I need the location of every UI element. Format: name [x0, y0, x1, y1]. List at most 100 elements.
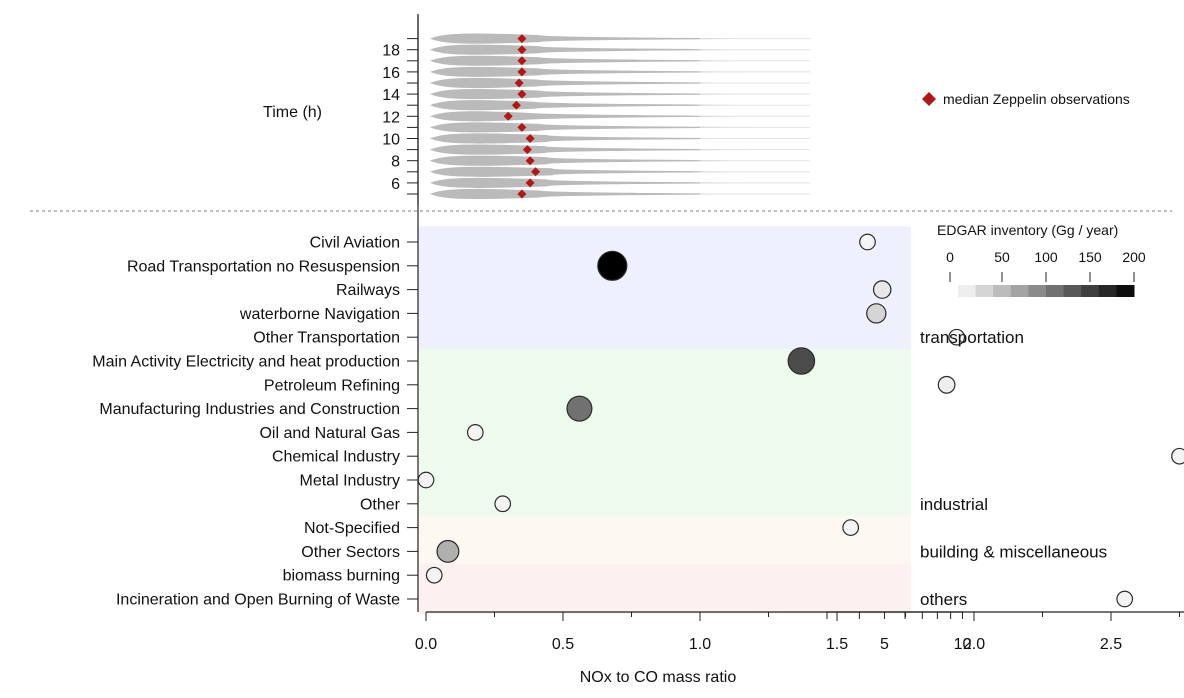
violin [430, 89, 760, 100]
group-band [418, 515, 911, 564]
sector-point [417, 471, 435, 489]
sector-label: Metal Industry [300, 473, 400, 490]
median-marker [517, 34, 527, 44]
sector-point [1116, 590, 1134, 608]
points [417, 34, 1184, 608]
colorbar-segment [1010, 285, 1029, 297]
x-tick-label: 0.0 [415, 636, 437, 653]
colorbar-tick-label: 150 [1078, 249, 1102, 265]
median-marker [517, 89, 527, 99]
median-marker [514, 78, 524, 88]
sector-label: Not-Specified [304, 520, 400, 537]
colorbar-segment [1081, 285, 1100, 297]
group-band [418, 563, 911, 614]
sector-point [787, 347, 816, 375]
violin [430, 177, 760, 188]
x-tick-label: 1.5 [826, 636, 848, 653]
sector-point [466, 424, 484, 441]
violin [430, 100, 760, 111]
sector-label: biomass burning [283, 568, 400, 585]
colorbar-segment [1046, 285, 1065, 297]
colorbar-segment [1063, 285, 1082, 297]
legend-label: median Zeppelin observations [943, 91, 1130, 107]
group-bands [418, 226, 911, 614]
sector-point [425, 566, 443, 584]
group-label: building & miscellaneous [920, 542, 1107, 561]
violins [430, 33, 810, 200]
violin [430, 133, 760, 144]
colorbar-tick-label: 50 [994, 249, 1010, 265]
colorbar-tick-label: 200 [1122, 249, 1146, 265]
violin [430, 44, 760, 55]
colorbar-segment [1098, 285, 1117, 297]
sector-point [937, 375, 956, 394]
median-marker [525, 156, 535, 166]
group-label: transportation [920, 328, 1024, 347]
sector-point [566, 395, 593, 422]
time-tick-label: 14 [382, 87, 400, 104]
violin [430, 155, 760, 166]
sector-label: Chemical Industry [272, 449, 400, 466]
sector-label: Manufacturing Industries and Constructio… [99, 401, 400, 418]
colorbar-tick-label: 0 [946, 249, 954, 265]
sector-point [872, 280, 892, 299]
colorbar-segment [958, 285, 977, 297]
median-marker [525, 134, 535, 143]
legend-diamond-icon [922, 92, 936, 106]
sector-point [436, 539, 460, 563]
violin [430, 77, 760, 89]
sector-label: Other Sectors [301, 544, 400, 561]
x-tick-label: 0.5 [552, 636, 574, 653]
violin [430, 55, 760, 66]
colorbar-tick-label: 100 [1034, 249, 1058, 265]
group-band [418, 226, 911, 350]
median-marker [517, 122, 527, 132]
sector-point [597, 250, 628, 281]
colorbar-segment [1116, 285, 1135, 297]
sector-label: Civil Aviation [310, 235, 400, 252]
colorbar-segment [993, 285, 1012, 297]
labels: transportation industrial building & misce… [92, 43, 1122, 653]
sector-point [842, 519, 860, 536]
sector-point [859, 233, 876, 251]
sector-label: Railways [336, 282, 400, 299]
time-tick-label: 18 [382, 43, 400, 60]
violin [430, 111, 760, 122]
median-marker [525, 178, 535, 188]
median-marker [517, 56, 527, 66]
median-marker [531, 167, 541, 177]
median-marker [517, 189, 527, 199]
sector-label: Oil and Natural Gas [259, 425, 400, 442]
violin [430, 188, 760, 200]
median-marker [522, 145, 532, 155]
time-axis-label: Time (h) [263, 104, 322, 121]
sector-label: Petroleum Refining [264, 377, 400, 394]
x-tick-label: 2.5 [1100, 636, 1122, 653]
colorbar-title: EDGAR inventory (Gg / year) [937, 222, 1118, 238]
x-tick-label: 1.0 [689, 636, 711, 653]
x-tick-label: 2.0 [963, 636, 985, 653]
group-label: others [920, 590, 967, 609]
sector-label: Other [360, 496, 401, 513]
median-marker [517, 67, 527, 77]
sector-label: Incineration and Open Burning of Waste [116, 592, 400, 609]
sector-label: waterborne Navigation [239, 306, 400, 323]
axes [407, 14, 1184, 621]
violin [430, 166, 760, 177]
time-tick-label: 6 [391, 176, 400, 193]
time-tick-label: 10 [382, 132, 400, 149]
median-marker [511, 100, 521, 110]
sector-label: Other Transportation [253, 330, 400, 347]
colorbar-segment [1028, 285, 1047, 297]
median-marker [517, 45, 527, 55]
violin [430, 66, 760, 77]
time-tick-label: 12 [382, 109, 400, 126]
violin [430, 33, 760, 44]
time-tick-label: 8 [391, 154, 400, 171]
violin [430, 122, 760, 133]
colorbar: EDGAR inventory (Gg / year) 0 50 100 150 200 [937, 222, 1146, 297]
sector-label: Main Activity Electricity and heat produ… [92, 354, 400, 371]
sector-point [948, 328, 966, 346]
